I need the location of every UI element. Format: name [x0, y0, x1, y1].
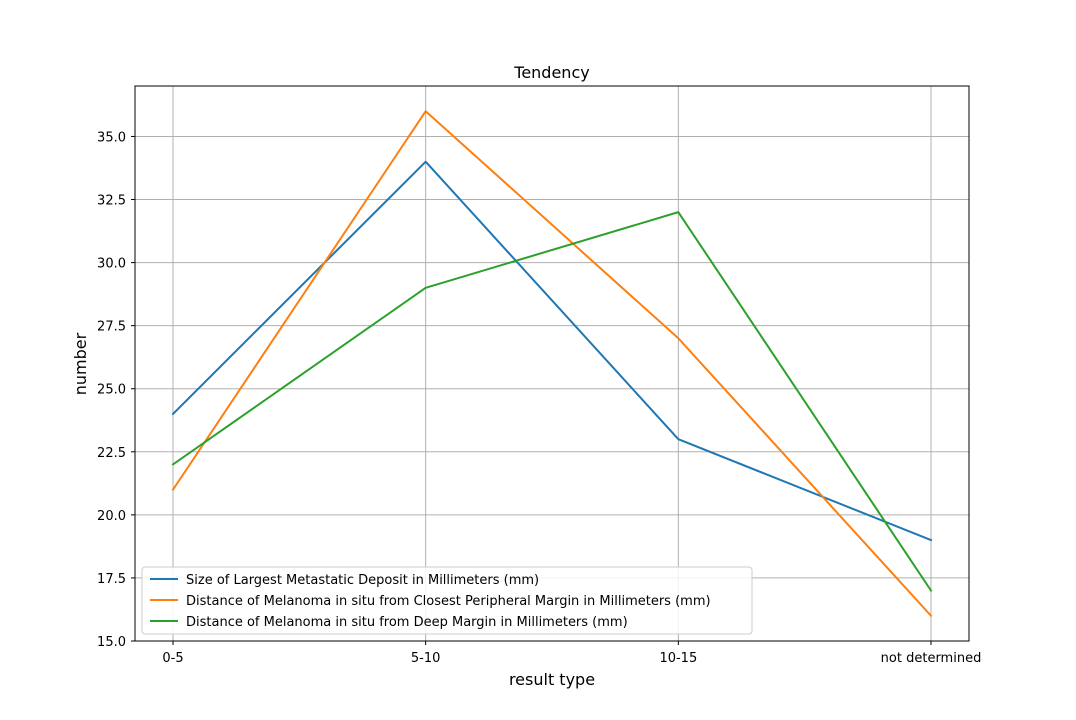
- y-tick-label: 30.0: [97, 257, 126, 272]
- x-tick-label: not determined: [881, 651, 982, 666]
- chart-title: Tendency: [513, 63, 589, 82]
- x-tick-label: 10-15: [659, 651, 697, 666]
- y-tick-label: 35.0: [97, 130, 126, 145]
- y-tick-label: 17.5: [97, 572, 126, 587]
- y-tick-label: 27.5: [97, 320, 126, 335]
- plot-frame: [134, 85, 970, 642]
- y-tick-label: 20.0: [97, 509, 126, 524]
- x-axis-label: result type: [509, 670, 595, 689]
- legend-box: [141, 566, 753, 635]
- legend-label: Size of Largest Metastatic Deposit in Mi…: [186, 573, 539, 588]
- series-line-2: [171, 110, 933, 618]
- y-tick-label: 32.5: [97, 194, 126, 209]
- series-layer: [171, 110, 933, 618]
- series-line-3: [171, 211, 933, 592]
- legend: Size of Largest Metastatic Deposit in Mi…: [141, 566, 753, 635]
- legend-label: Distance of Melanoma in situ from Deep M…: [186, 615, 628, 630]
- y-tick-label: 22.5: [97, 446, 126, 461]
- tick-layer: 0-5 5-10 10-15 not determined 15.0 17.5 20.0 22…: [97, 130, 981, 666]
- y-tick-label: 25.0: [97, 383, 126, 398]
- legend-label: Distance of Melanoma in situ from Closes…: [186, 594, 711, 609]
- grid-layer: [135, 86, 969, 642]
- y-tick-label: 15.0: [97, 635, 126, 650]
- y-axis-label: number: [71, 332, 90, 395]
- x-tick-label: 0-5: [162, 651, 183, 666]
- x-tick-label: 5-10: [411, 651, 441, 666]
- series-line-1: [171, 160, 933, 542]
